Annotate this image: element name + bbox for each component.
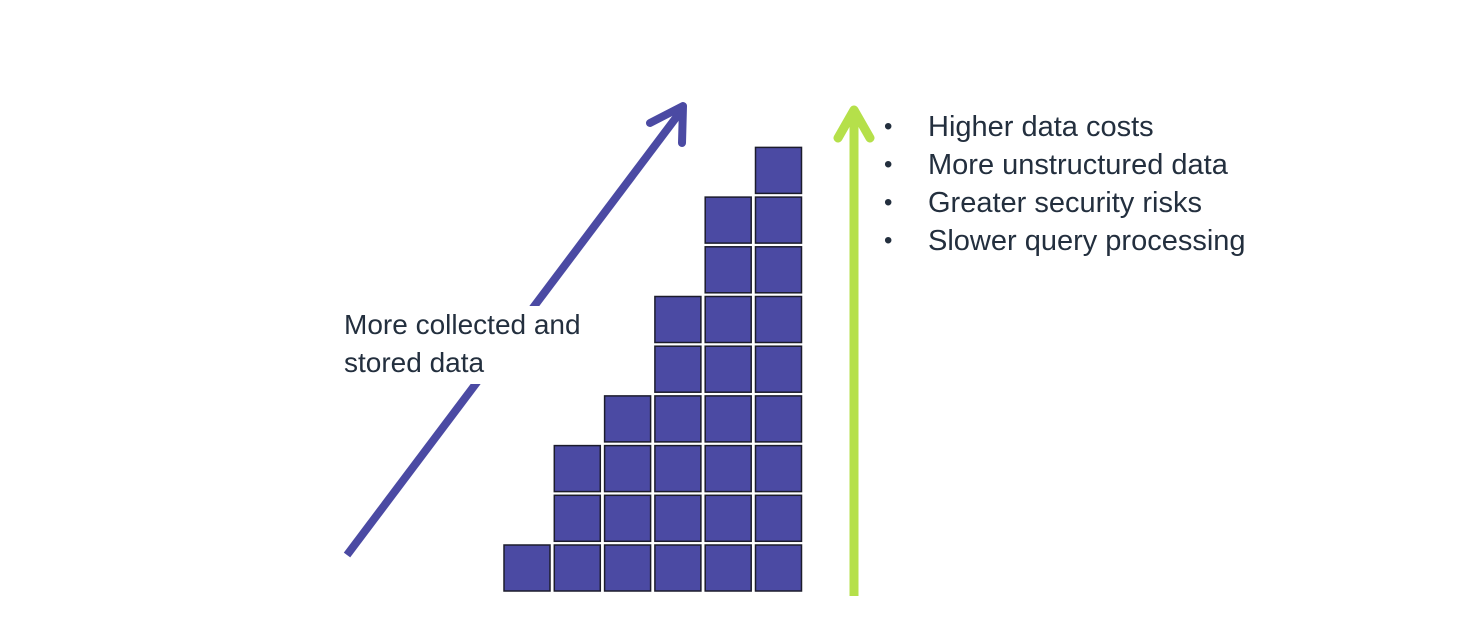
- data-block: [704, 345, 752, 393]
- data-block: [654, 395, 702, 443]
- bullet-icon: •: [884, 113, 893, 140]
- bullet-icon: •: [884, 189, 893, 216]
- data-block: [754, 345, 803, 393]
- data-block: [503, 544, 551, 592]
- data-block: [704, 444, 752, 493]
- data-block: [603, 544, 652, 592]
- data-block: [654, 494, 702, 543]
- impact-item-costs: • Higher data costs: [884, 108, 1246, 146]
- data-block: [603, 444, 652, 493]
- bullet-icon: •: [884, 227, 893, 254]
- data-block: [754, 196, 803, 244]
- data-block: [704, 395, 752, 443]
- impact-item-security: • Greater security risks: [884, 184, 1246, 222]
- impact-label: Slower query processing: [928, 225, 1246, 257]
- growth-label: More collected and stored data: [344, 306, 648, 384]
- data-block: [654, 444, 702, 493]
- data-block: [754, 246, 803, 294]
- data-block: [704, 295, 752, 344]
- growth-label-line-1: More collected and: [344, 309, 581, 340]
- impact-label: More unstructured data: [928, 149, 1228, 181]
- impact-list: • Higher data costs • More unstructured …: [884, 108, 1246, 260]
- growth-label-line-2: stored data: [344, 347, 485, 378]
- data-block: [754, 494, 803, 543]
- impact-label: Greater security risks: [928, 187, 1202, 219]
- data-block: [654, 295, 702, 344]
- data-block: [754, 544, 803, 592]
- data-block: [704, 246, 752, 294]
- data-block: [553, 444, 602, 493]
- impact-arrow-head: [833, 105, 875, 143]
- data-block: [754, 295, 803, 344]
- data-block: [654, 544, 702, 592]
- impact-label: Higher data costs: [928, 111, 1154, 143]
- data-block: [553, 544, 602, 592]
- data-block: [754, 395, 803, 443]
- data-block: [754, 444, 803, 493]
- data-block: [553, 494, 602, 543]
- growth-arrow-head: [646, 102, 687, 147]
- data-block: [603, 395, 652, 443]
- impact-item-unstructured: • More unstructured data: [884, 146, 1246, 184]
- data-block: [704, 494, 752, 543]
- data-block: [603, 494, 652, 543]
- impact-arrow: [833, 105, 875, 596]
- data-block: [754, 146, 803, 195]
- data-blocks-staircase: [503, 146, 803, 592]
- data-block: [704, 196, 752, 244]
- data-block: [654, 345, 702, 393]
- data-block: [704, 544, 752, 592]
- bullet-icon: •: [884, 151, 893, 178]
- impact-item-query: • Slower query processing: [884, 222, 1246, 260]
